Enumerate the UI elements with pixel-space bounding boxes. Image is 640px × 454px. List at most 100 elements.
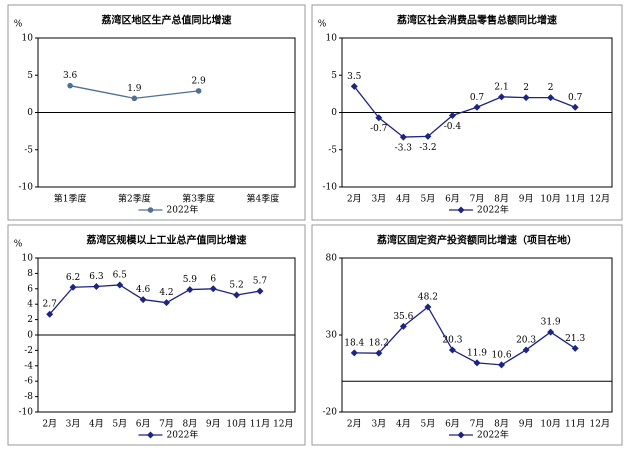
x-tick-label: 12月: [590, 194, 610, 205]
data-label: 2: [523, 83, 529, 93]
data-point: [350, 82, 358, 90]
data-point: [139, 296, 147, 304]
x-tick-label: 2月: [42, 419, 57, 430]
series-line: [49, 284, 261, 315]
x-tick-label: 8月: [494, 194, 509, 205]
legend-marker: [457, 431, 465, 439]
y-tick-label: -8: [24, 392, 33, 402]
data-label: 35.6: [393, 312, 413, 322]
data-point: [473, 359, 481, 367]
x-tick-label: 5月: [421, 194, 436, 205]
x-tick-label: 8月: [182, 419, 197, 430]
x-tick-label: 4月: [396, 419, 411, 430]
data-label: 48.2: [418, 292, 438, 302]
x-tick-label: 7月: [470, 194, 485, 205]
y-tick-label: -5: [328, 145, 337, 155]
y-tick-label: 80: [326, 254, 338, 264]
x-tick-label: 3月: [371, 419, 386, 430]
y-axis-label: %: [14, 240, 23, 250]
data-label: 10.6: [492, 350, 512, 360]
legend-label: 2022年: [167, 204, 199, 216]
data-label: 20.3: [516, 335, 536, 345]
x-tick-label: 12月: [590, 419, 610, 430]
data-label: 2.7: [43, 300, 58, 310]
data-point: [571, 344, 579, 352]
chart-title: 荔湾区固定资产投资额同比增速（项目在地）: [376, 234, 577, 247]
data-point: [116, 281, 124, 289]
data-point: [46, 310, 54, 318]
data-label: 11.9: [467, 348, 487, 358]
y-tick-label: 5: [331, 71, 337, 81]
chart-title: 荔湾区规模以上工业总产值同比增速: [86, 234, 247, 247]
y-axis-label: %: [14, 20, 23, 30]
data-label: 18.4: [344, 338, 364, 348]
y-tick-label: -10: [323, 183, 338, 193]
y-tick-label: 10: [22, 254, 34, 264]
y-tick-label: 30: [326, 331, 338, 341]
x-tick-label: 4月: [89, 419, 104, 430]
x-tick-label: 10月: [226, 419, 246, 430]
x-tick-label: 2月: [347, 194, 362, 205]
data-label: 6.2: [66, 273, 80, 283]
data-label: 3.5: [347, 72, 362, 82]
data-label: 2.1: [494, 82, 508, 92]
data-point: [375, 114, 383, 122]
series-line: [353, 86, 576, 138]
x-tick-label: 8月: [494, 419, 509, 430]
y-tick-label: 10: [22, 34, 34, 44]
y-axis-label: %: [318, 20, 327, 30]
y-tick-label: -10: [19, 183, 34, 193]
data-point: [163, 299, 170, 307]
data-point: [209, 285, 217, 293]
x-tick-label: 3月: [371, 194, 386, 205]
x-tick-label: 11月: [565, 419, 585, 430]
x-tick-label: 第1季度: [54, 193, 87, 205]
data-label: 4.2: [159, 288, 173, 298]
series-line: [354, 305, 576, 366]
y-tick-label: -6: [24, 377, 33, 387]
x-tick-label: 10月: [540, 419, 560, 430]
y-tick-label: -20: [323, 408, 338, 418]
x-tick-label: 6月: [136, 419, 151, 430]
data-label: 3.6: [63, 71, 78, 81]
y-tick-label: 8: [27, 269, 33, 279]
y-tick-label: 0: [331, 108, 337, 118]
x-tick-label: 10月: [540, 194, 560, 205]
data-label: 31.9: [541, 318, 561, 328]
data-label: -3.3: [395, 144, 413, 154]
y-tick-label: 0: [27, 108, 33, 118]
x-tick-label: 5月: [112, 419, 127, 430]
x-tick-label: 7月: [159, 419, 174, 430]
data-label: 5.2: [229, 280, 243, 290]
data-label: 4.6: [136, 285, 151, 295]
data-point: [131, 95, 138, 102]
x-tick-label: 4月: [396, 194, 411, 205]
data-point: [448, 346, 456, 354]
legend-label: 2022年: [477, 429, 509, 441]
data-label: 5.7: [253, 277, 268, 287]
data-point: [547, 94, 555, 102]
data-label: -0.7: [370, 124, 388, 134]
y-tick-label: 6: [27, 284, 33, 294]
chart-title: 荔湾区社会消费品零售总额同比增速: [396, 14, 557, 27]
data-point: [547, 328, 555, 336]
y-tick-label: 10: [326, 34, 338, 44]
legend-marker: [147, 431, 154, 439]
x-tick-label: 第2季度: [118, 193, 151, 205]
panel: [311, 224, 623, 446]
data-point: [522, 346, 530, 354]
data-point: [498, 93, 506, 101]
y-tick-label: 5: [27, 71, 33, 81]
y-tick-label: -5: [24, 145, 33, 155]
data-label: 6.3: [89, 272, 104, 282]
y-tick-label: -4: [24, 361, 33, 371]
data-point: [350, 349, 358, 357]
data-label: 6: [210, 274, 216, 284]
data-label: 2.9: [191, 76, 206, 86]
x-tick-label: 9月: [206, 419, 221, 430]
data-point: [424, 303, 432, 311]
data-point: [233, 291, 241, 299]
x-tick-label: 第3季度: [182, 193, 215, 205]
data-label: 18.2: [369, 339, 389, 349]
